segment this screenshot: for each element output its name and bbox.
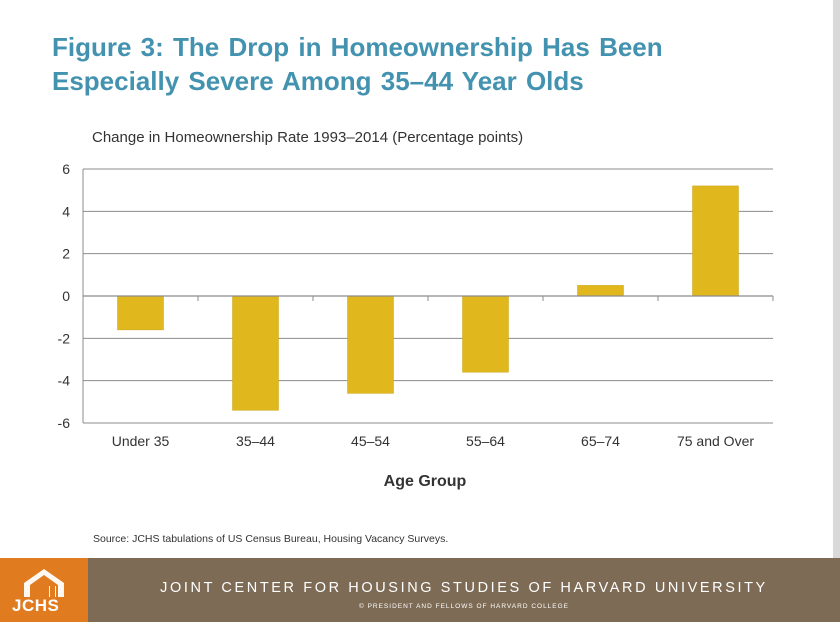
footer-bar: JCHS JOINT CENTER FOR HOUSING STUDIES OF… <box>0 558 840 622</box>
bar-layer <box>117 185 739 411</box>
x-tick-label: 65–74 <box>581 433 620 449</box>
source-note: Source: JCHS tabulations of US Census Bu… <box>93 533 449 545</box>
organization-name: JOINT CENTER FOR HOUSING STUDIES OF HARV… <box>160 580 768 596</box>
x-axis-title: Age Group <box>384 473 467 490</box>
y-tick-label: 2 <box>62 246 70 262</box>
copyright-text: © PRESIDENT AND FELLOWS OF HARVARD COLLE… <box>358 603 570 610</box>
x-tick-label: 35–44 <box>236 433 275 449</box>
bar <box>232 295 279 411</box>
label-layer: 6 4 2 0 -2 -4 -6 Under 35 35–44 45–54 55–64 65–74 75… <box>58 161 755 449</box>
bar <box>347 295 394 394</box>
bar <box>577 285 624 297</box>
x-tick-label: 75 and Over <box>677 433 754 449</box>
bar <box>117 295 164 331</box>
y-tick-label: 0 <box>62 288 70 304</box>
y-tick-label: 4 <box>62 203 70 219</box>
page-title: Figure 3: The Drop in Homeownership Has … <box>52 32 663 96</box>
slide-right-edge <box>833 0 840 558</box>
bar <box>462 295 509 373</box>
y-tick-label: -6 <box>58 415 71 431</box>
x-tick-label: Under 35 <box>112 433 170 449</box>
jchs-logo: JCHS <box>0 558 88 622</box>
x-tick-label: 45–54 <box>351 433 390 449</box>
y-tick-label: 6 <box>62 161 70 177</box>
house-icon <box>24 569 64 597</box>
bar <box>692 185 739 297</box>
axis-layer <box>82 169 774 423</box>
y-tick-label: -4 <box>58 373 71 389</box>
logo-text: JCHS <box>12 596 60 615</box>
chart-subtitle: Change in Homeownership Rate 1993–2014 (… <box>92 129 524 146</box>
y-tick-label: -2 <box>58 330 71 346</box>
x-tick-label: 55–64 <box>466 433 505 449</box>
bar-chart: 6 4 2 0 -2 -4 -6 Under 35 35–44 45–54 55–64 65–74 75… <box>58 161 774 490</box>
